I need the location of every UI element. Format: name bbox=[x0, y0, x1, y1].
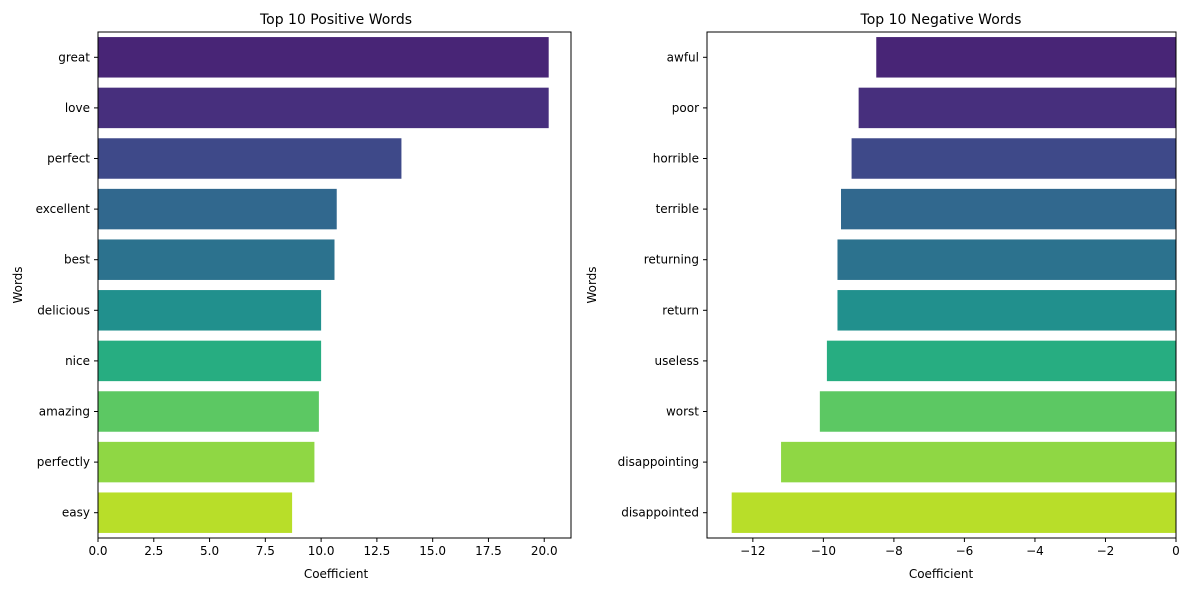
chart-title: Top 10 Negative Words bbox=[860, 12, 1022, 28]
x-tick-label: 5.0 bbox=[200, 544, 219, 558]
x-tick-label: −2 bbox=[1097, 544, 1115, 558]
y-tick-label: easy bbox=[62, 506, 90, 520]
y-tick-label: terrible bbox=[656, 202, 699, 216]
x-tick-label: 0 bbox=[1172, 544, 1180, 558]
x-axis-label: Coefficient bbox=[909, 567, 974, 581]
y-tick-label: great bbox=[58, 50, 90, 64]
y-tick-label: disappointing bbox=[618, 455, 699, 469]
y-tick-label: returning bbox=[644, 253, 699, 267]
bar bbox=[98, 391, 319, 432]
axes-frame bbox=[706, 31, 1177, 539]
y-tick-label: perfectly bbox=[37, 455, 90, 469]
y-tick-label: best bbox=[64, 253, 90, 267]
y-tick-label: useless bbox=[655, 354, 699, 368]
y-axis-label: Words bbox=[585, 266, 599, 303]
plot-area: awful poor horrible terrible returning return… bbox=[618, 37, 1180, 558]
bar bbox=[858, 87, 1176, 129]
bar bbox=[98, 138, 402, 179]
negative-words-chart: Top 10 Negative Words awful poor horrible t… bbox=[585, 12, 1180, 581]
bar bbox=[98, 340, 322, 382]
bar bbox=[98, 188, 337, 230]
x-tick-label: −12 bbox=[740, 544, 765, 558]
x-tick-label: 7.5 bbox=[256, 544, 275, 558]
bar bbox=[98, 239, 335, 280]
y-tick-label: awful bbox=[667, 50, 699, 64]
bar bbox=[819, 391, 1176, 432]
x-tick-label: −4 bbox=[1026, 544, 1044, 558]
x-tick-label: −8 bbox=[885, 544, 903, 558]
x-axis-label: Coefficient bbox=[304, 567, 369, 581]
x-tick-label: 12.5 bbox=[364, 544, 391, 558]
bar bbox=[98, 492, 293, 533]
x-tick-label: 2.5 bbox=[144, 544, 163, 558]
x-tick-label: 20.0 bbox=[531, 544, 558, 558]
axes-frame bbox=[97, 31, 572, 539]
x-tick-label: −10 bbox=[811, 544, 836, 558]
positive-words-chart: Top 10 Positive Words great love perfect ex… bbox=[11, 12, 572, 581]
y-tick-label: perfect bbox=[47, 152, 90, 166]
chart-title: Top 10 Positive Words bbox=[259, 12, 412, 28]
y-tick-label: amazing bbox=[39, 405, 90, 419]
bar bbox=[98, 290, 322, 331]
bar bbox=[98, 87, 549, 129]
plot-area: great love perfect excellent best delicious ni… bbox=[36, 37, 558, 558]
y-tick-label: delicious bbox=[37, 303, 90, 317]
bar bbox=[851, 138, 1176, 179]
y-tick-label: worst bbox=[666, 405, 699, 419]
y-tick-label: love bbox=[65, 101, 90, 115]
bar bbox=[98, 441, 315, 483]
bar bbox=[841, 188, 1176, 230]
y-tick-label: poor bbox=[672, 101, 699, 115]
bar bbox=[837, 290, 1176, 331]
bar bbox=[837, 239, 1176, 280]
y-tick-label: disappointed bbox=[621, 506, 699, 520]
x-tick-label: 15.0 bbox=[419, 544, 446, 558]
y-tick-label: return bbox=[662, 303, 699, 317]
x-tick-label: −6 bbox=[956, 544, 974, 558]
bar bbox=[876, 37, 1176, 78]
y-tick-label: nice bbox=[65, 354, 90, 368]
y-tick-label: horrible bbox=[653, 152, 699, 166]
bar bbox=[98, 37, 549, 78]
y-tick-label: excellent bbox=[36, 202, 91, 216]
x-tick-label: 10.0 bbox=[308, 544, 335, 558]
x-tick-label: 17.5 bbox=[475, 544, 502, 558]
x-tick-label: 0.0 bbox=[88, 544, 107, 558]
bar bbox=[731, 492, 1176, 533]
y-axis-label: Words bbox=[11, 266, 25, 303]
bar bbox=[781, 441, 1176, 483]
bar bbox=[826, 340, 1176, 382]
